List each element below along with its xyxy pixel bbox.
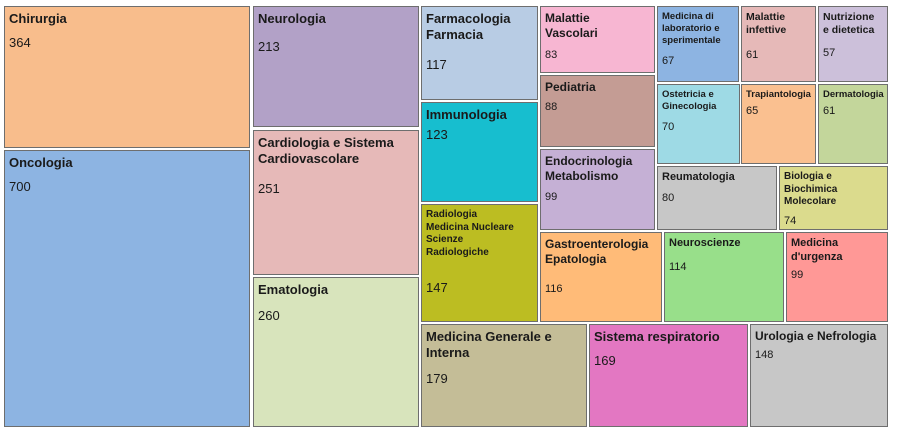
tile-label: Sistema respiratorio <box>594 329 720 344</box>
tile-sistema-respiratorio: Sistema respiratorio 169 <box>589 324 748 427</box>
tile-label: Malattie Vascolari <box>545 11 598 40</box>
tile-chirurgia: Chirurgia 364 <box>4 6 250 148</box>
tile-radiologia-medicina-nucleare-scienze-radiologiche: Radiologia Medicina Nucleare Scienze Rad… <box>421 204 538 322</box>
tile-label: Neurologia <box>258 11 326 26</box>
tile-medicina-di-laboratorio-e-sperimentale: Medicina di laboratorio e sperimentale 67 <box>657 6 739 82</box>
tile-value: 148 <box>755 349 774 361</box>
tile-value: 123 <box>426 127 448 142</box>
tile-dermatologia: Dermatologia 61 <box>818 84 888 164</box>
tile-label: Oncologia <box>9 155 73 170</box>
tile-trapiantologia: Trapiantologia 65 <box>741 84 816 164</box>
tile-value: 65 <box>746 105 759 117</box>
tile-value: 61 <box>746 49 759 61</box>
tile-ematologia: Ematologia 260 <box>253 277 419 427</box>
tile-label: Medicina di laboratorio e sperimentale <box>662 11 721 46</box>
tile-value: 80 <box>662 192 675 204</box>
tile-urologia-e-nefrologia: Urologia e Nefrologia 148 <box>750 324 888 427</box>
tile-gastroenterologia-epatologia: Gastroenterologia Epatologia 116 <box>540 232 662 322</box>
tile-value: 70 <box>662 121 675 133</box>
tile-label: Dermatologia <box>823 89 884 100</box>
tile-value: 83 <box>545 49 558 61</box>
tile-value: 99 <box>791 269 804 281</box>
tile-value: 117 <box>426 57 447 72</box>
tile-label: Medicina Generale e Interna <box>426 329 552 361</box>
tile-reumatologia: Reumatologia 80 <box>657 166 777 230</box>
tile-value: 213 <box>258 39 280 54</box>
tile-value: 147 <box>426 280 448 295</box>
tile-value: 61 <box>823 105 836 117</box>
tile-value: 260 <box>258 308 280 323</box>
tile-neuroscienze: Neuroscienze 114 <box>664 232 784 322</box>
tile-medicina-generale-e-interna: Medicina Generale e Interna 179 <box>421 324 587 427</box>
tile-value: 251 <box>258 181 280 196</box>
tile-ostetricia-e-ginecologia: Ostetricia e Ginecologia 70 <box>657 84 740 164</box>
tile-label: Radiologia Medicina Nucleare Scienze Rad… <box>426 209 514 258</box>
tile-label: Ostetricia e Ginecologia <box>662 89 717 112</box>
tile-label: Ematologia <box>258 282 329 297</box>
tile-label: Neuroscienze <box>669 237 741 249</box>
tile-value: 88 <box>545 101 558 113</box>
tile-value: 116 <box>545 283 563 295</box>
tile-value: 364 <box>9 35 31 50</box>
tile-label: Immunologia <box>426 107 507 122</box>
tile-label: Urologia e Nefrologia <box>755 329 877 343</box>
tile-label: Reumatologia <box>662 171 735 183</box>
tile-label: Chirurgia <box>9 11 67 26</box>
tile-value: 169 <box>594 353 616 368</box>
tile-label: Nutrizione e dietetica <box>823 11 875 37</box>
tile-pediatria: Pediatria 88 <box>540 75 655 147</box>
tile-cardiologia-e-sistema-cardiovascolare: Cardiologia e Sistema Cardiovascolare 251 <box>253 130 419 275</box>
tile-label: Endocrinologia Metabolismo <box>545 154 633 183</box>
tile-label: Pediatria <box>545 80 596 94</box>
tile-value: 67 <box>662 55 675 67</box>
tile-value: 99 <box>545 191 558 203</box>
tile-neurologia: Neurologia 213 <box>253 6 419 127</box>
tile-label: Trapiantologia <box>746 89 811 100</box>
tile-immunologia: Immunologia 123 <box>421 102 538 202</box>
tile-label: Cardiologia e Sistema Cardiovascolare <box>258 135 394 167</box>
tile-malattie-vascolari: Malattie Vascolari 83 <box>540 6 655 73</box>
tile-malattie-infettive: Malattie infettive 61 <box>741 6 816 82</box>
tile-value: 74 <box>784 215 797 227</box>
tile-label: Gastroenterologia Epatologia <box>545 237 649 266</box>
tile-label: Biologia e Biochimica Molecolare <box>784 171 838 207</box>
tile-value: 114 <box>669 261 687 273</box>
tile-biologia-e-biochimica-molecolare: Biologia e Biochimica Molecolare 74 <box>779 166 888 230</box>
tile-nutrizione-e-dietetica: Nutrizione e dietetica 57 <box>818 6 888 82</box>
tile-value: 179 <box>426 371 448 386</box>
tile-label: Malattie infettive <box>746 11 787 37</box>
tile-label: Farmacologia Farmacia <box>426 11 511 43</box>
tile-endocrinologia-metabolismo: Endocrinologia Metabolismo 99 <box>540 149 655 230</box>
tile-value: 57 <box>823 47 836 59</box>
tile-oncologia: Oncologia 700 <box>4 150 250 427</box>
tile-value: 700 <box>9 179 31 194</box>
tile-medicina-d-urgenza: Medicina d'urgenza 99 <box>786 232 888 322</box>
tile-farmacologia-farmacia: Farmacologia Farmacia 117 <box>421 6 538 100</box>
tile-label: Medicina d'urgenza <box>791 237 843 263</box>
